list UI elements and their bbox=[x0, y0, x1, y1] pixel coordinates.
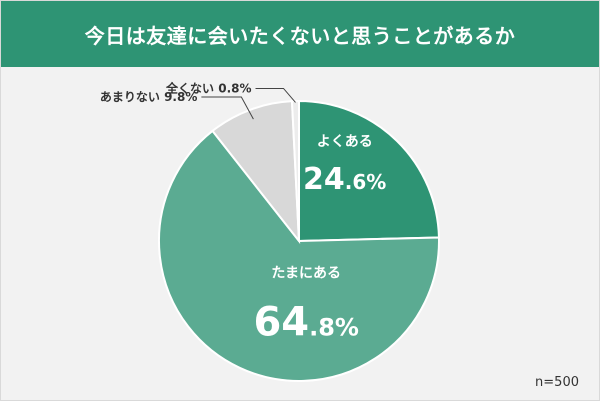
slice-value-often: 24.6% bbox=[303, 162, 386, 197]
title-bar: 今日は友達に会いたくないと思うことがあるか bbox=[1, 1, 599, 67]
pie-slice-sometimes bbox=[158, 129, 440, 382]
slice-label-sometimes: たまにある bbox=[271, 266, 341, 282]
sample-size-label: n=500 bbox=[535, 375, 579, 390]
leader-line-never bbox=[255, 87, 296, 103]
pie-slice-rarely bbox=[211, 100, 301, 245]
slice-label-often: よくある bbox=[317, 134, 373, 150]
pie-slice-often bbox=[298, 99, 440, 243]
leader-line-rarely bbox=[201, 96, 254, 120]
chart-title: 今日は友達に会いたくないと思うことがあるか bbox=[84, 23, 516, 48]
slice-label-never: 全くない 0.8% bbox=[165, 80, 251, 95]
slice-label-rarely: あまりない 9.8% bbox=[100, 90, 197, 104]
pie-slice-never bbox=[290, 99, 300, 242]
slice-value-sometimes: 64.8% bbox=[253, 300, 359, 346]
